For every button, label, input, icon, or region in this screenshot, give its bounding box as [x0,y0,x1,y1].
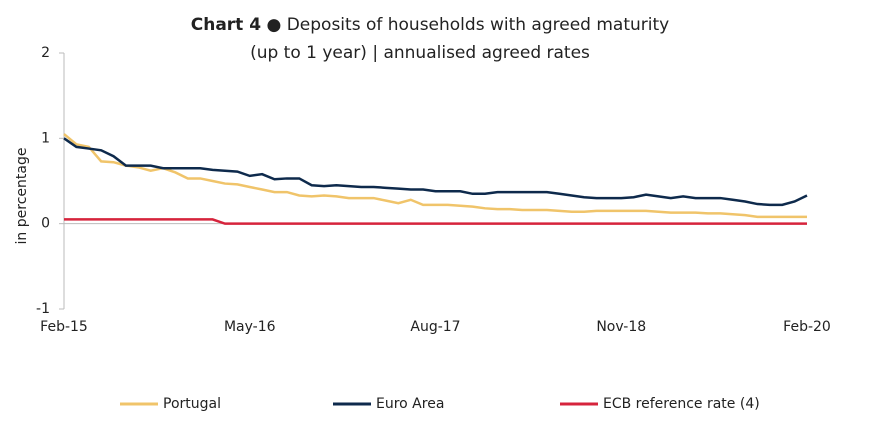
y-tick-label: -1 [36,301,50,317]
legend-label: ECB reference rate (4) [603,396,760,412]
y-tick-label: 1 [41,130,50,146]
y-axis-label: in percentage [14,148,30,245]
title-prefix: Chart 4 [191,15,261,35]
x-tick-label: Feb-20 [783,319,831,335]
title-line: ● Deposits of households with agreed mat… [266,15,669,35]
series-line [63,133,807,219]
chart-title: Chart 4 ● Deposits of households with ag… [191,15,669,35]
legend-label: Portugal [163,396,221,412]
series-line [63,137,808,207]
chart-subtitle: (up to 1 year) | annualised agreed rates [250,43,590,63]
series-line [64,218,807,225]
x-tick-label: Feb-15 [40,319,88,335]
y-tick-label: 0 [41,216,50,232]
x-tick-label: Nov-18 [596,319,646,335]
x-tick-label: Aug-17 [410,319,460,335]
legend-label: Euro Area [376,396,444,412]
y-tick-label: 2 [41,45,50,61]
x-tick-label: May-16 [224,319,276,335]
